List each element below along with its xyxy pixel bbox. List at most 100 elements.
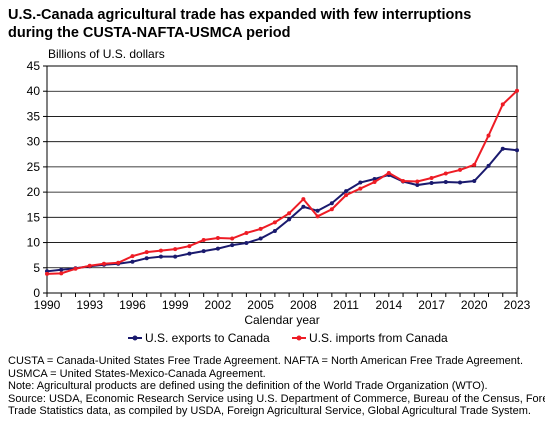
series-1-point-1993 [87,263,92,268]
series-1-point-2001 [201,238,206,243]
x-tick-label-2023: 2023 [504,298,531,312]
series-0-point-2002 [215,246,220,251]
series-1-point-1990 [45,271,49,276]
series-1-point-2009 [315,214,320,219]
chart-title: U.S.-Canada agricultural trade has expan… [8,6,538,42]
series-0-point-2005 [258,236,263,241]
series-1-point-1991 [59,271,64,276]
y-tick-label-40: 40 [27,84,41,98]
series-1-point-2018 [443,171,448,176]
series-0-point-2000 [187,251,192,256]
x-tick-label-2017: 2017 [418,298,445,312]
series-1-point-2015 [401,179,406,184]
series-1-point-2011 [344,193,349,198]
series-1-point-1999 [173,247,178,252]
data-series [45,88,519,276]
y-tick-label-0: 0 [33,286,40,300]
x-tick-label-2002: 2002 [205,298,232,312]
series-1-point-2007 [287,211,292,216]
x-tick-label-2005: 2005 [247,298,274,312]
series-1-point-1994 [101,261,106,266]
y-tick-label-35: 35 [27,109,41,123]
chart-title-line-2: during the CUSTA-NAFTA-USMCA period [8,25,291,41]
series-0-point-1999 [173,254,178,259]
series-1-point-2006 [272,220,277,225]
y-tick-label-5: 5 [33,261,40,275]
series-1-point-1992 [73,266,78,271]
series-0-point-2008 [301,204,306,209]
series-1-point-2004 [244,230,249,235]
legend-label-1: U.S. imports from Canada [309,331,448,345]
series-1-point-2010 [329,207,334,212]
series-0-point-2018 [443,180,448,185]
series-0-point-1998 [158,254,163,259]
y-tick-label-25: 25 [27,160,41,174]
y-tick-label-45: 45 [27,59,41,73]
x-tick-label-2020: 2020 [461,298,488,312]
series-1-point-1996 [130,254,135,259]
x-tick-label-1990: 1990 [34,298,61,312]
series-1-point-2002 [215,236,220,241]
footnote-line-3: Note: Agricultural products are defined … [8,380,488,393]
series-1-point-2013 [372,180,377,185]
series-0-point-2001 [201,249,206,254]
series-1-point-2014 [386,170,391,175]
series-1-point-2022 [500,102,505,107]
legend-marker-1 [296,335,302,341]
grid-lines [47,90,517,269]
series-1-point-1995 [116,260,121,265]
series-1-point-2005 [258,226,263,231]
x-tick-label-2011: 2011 [333,298,359,312]
series-0-point-2016 [415,183,420,188]
series-0-point-2022 [500,146,505,151]
y-axis-label: Billions of U.S. dollars [48,47,165,61]
series-1-point-2012 [358,186,363,191]
chart-title-line-1: U.S.-Canada agricultural trade has expan… [8,7,472,23]
x-tick-label-1999: 1999 [162,298,189,312]
x-axis-ticks: 1990 1993 1996 1999 2002 2005 2008 2011 2014 2017… [34,293,531,312]
footnotes: CUSTA = Canada-United States Free Trade … [8,355,545,418]
series-1-point-2021 [486,133,491,138]
y-tick-label-20: 20 [27,185,41,199]
series-0-point-2011 [344,189,349,194]
y-axis-ticks: 0 5 10 15 20 25 30 35 40 45 [27,59,47,300]
series-1-point-2008 [301,197,306,202]
series-0-point-2006 [272,228,277,233]
series-0-point-2003 [230,243,235,248]
series-1-point-1997 [144,250,149,255]
series-0-point-1996 [130,259,135,264]
footnote-line-2: USMCA = United States-Mexico-Canada Agre… [8,367,266,380]
plot-frame [46,65,518,294]
series-0-point-2021 [486,163,491,168]
series-0-point-2023 [515,148,519,153]
series-0-point-2019 [458,180,463,185]
series-0-point-2007 [287,217,292,222]
series-1-point-2000 [187,244,192,249]
series-0-point-1991 [59,267,64,272]
footnote-line-5: Trade Statistics data, as compiled by US… [8,405,531,418]
series-0-point-2009 [315,208,320,213]
y-tick-label-30: 30 [27,135,41,149]
series-0-point-2012 [358,180,363,185]
x-tick-label-1996: 1996 [119,298,146,312]
x-axis-label: Calendar year [244,313,319,327]
series-1-point-2017 [429,175,434,180]
footnote-line-1: CUSTA = Canada-United States Free Trade … [8,355,524,367]
footnote-line-4: Source: USDA, Economic Research Service … [8,392,545,405]
series-0-point-2004 [244,241,249,246]
series-0-point-2013 [372,176,377,181]
series-0-point-2020 [472,179,477,184]
legend: U.S. exports to Canada U.S. imports from … [128,331,448,345]
y-tick-label-15: 15 [27,210,41,224]
series-0-point-2017 [429,181,434,186]
x-tick-label-2008: 2008 [290,298,317,312]
series-1-point-2016 [415,179,420,184]
x-tick-label-2014: 2014 [375,298,402,312]
series-1-point-2019 [458,167,463,172]
x-tick-label-1993: 1993 [76,298,103,312]
series-1-point-2023 [515,88,519,93]
series-line-1 [46,89,518,275]
y-tick-label-10: 10 [27,236,41,250]
line-chart: 0 5 10 15 20 25 30 35 40 45 1990 1993 1996 1999 2002 2… [27,47,531,345]
series-1-point-2003 [230,236,235,241]
